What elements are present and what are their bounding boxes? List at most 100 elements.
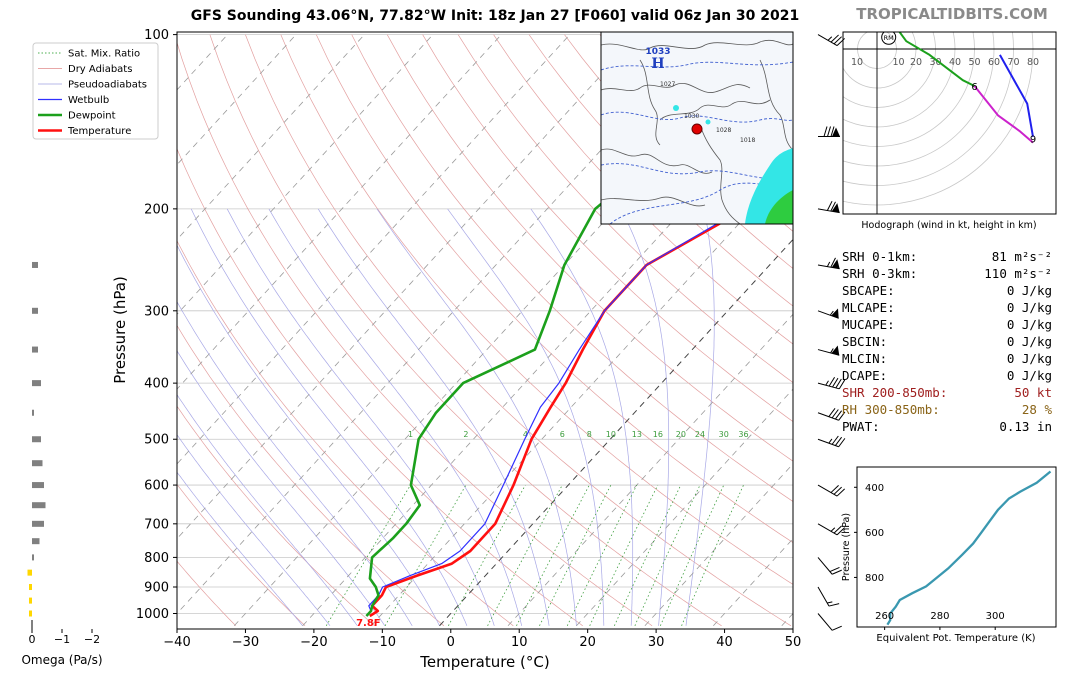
- series-dewpoint: [365, 67, 793, 617]
- x-axis-label: Temperature (°C): [419, 653, 549, 671]
- barb-full: [831, 435, 839, 445]
- dry-adiabat: [422, 34, 793, 422]
- map-coastline: [639, 59, 661, 146]
- omega-tick-label: −1: [54, 633, 70, 646]
- skewt-frame: [176, 31, 794, 630]
- stat-value: 0 J/kg: [1006, 368, 1052, 383]
- barb-full: [828, 603, 840, 607]
- dry-adiabat: [493, 34, 793, 345]
- hodo-content: 10 20 30 40 50 60 70 80 10 123 6 9 RM LM: [843, 0, 1056, 214]
- stat-label: SHR 200-850mb:: [842, 385, 948, 400]
- dry-adiabat: [177, 483, 306, 627]
- stat-label: MLCIN:: [842, 351, 888, 366]
- barb-shaft: [817, 264, 840, 270]
- map-isobar-label: 1028: [716, 127, 731, 134]
- dry-adiabat: [177, 240, 514, 627]
- map-coastline: [659, 99, 771, 121]
- mixing-ratio-line: [614, 484, 682, 626]
- y-tick-label: 600: [144, 479, 169, 494]
- barb-full: [830, 485, 839, 493]
- y-tick-label: 900: [144, 581, 169, 596]
- barb-shaft: [817, 382, 840, 390]
- dry-adiabat: [315, 34, 793, 543]
- wind-barb: [817, 557, 842, 575]
- legend: Sat. Mix. Ratio Dry Adiabats Pseudoadiabat…: [32, 42, 159, 140]
- stat-value: 0 J/kg: [1006, 283, 1052, 298]
- map-high-pressure: 1033: [645, 47, 670, 57]
- omega-bar: [32, 460, 43, 467]
- pseudoadiabat: [530, 208, 634, 626]
- stat-row: SRH 0-1km: 81 m²s⁻²: [842, 248, 1052, 265]
- mixing-ratio-line: [384, 484, 467, 627]
- mixing-ratio-label: 13: [632, 430, 642, 439]
- dry-adiabat: [245, 34, 792, 627]
- pseudoadiabat: [177, 471, 303, 627]
- x-tick-label: 10: [511, 635, 528, 650]
- stat-label: SRH 0-3km:: [842, 266, 918, 281]
- map-frame: [600, 31, 794, 225]
- chart-title: GFS Sounding 43.06°N, 77.82°W Init: 18z …: [190, 8, 800, 24]
- stat-value: 0 J/kg: [1006, 334, 1052, 349]
- mixing-ratio-line: [487, 484, 563, 626]
- dry-adiabat: [177, 147, 583, 627]
- map-high-label: H: [651, 56, 664, 72]
- y-tick-label: 800: [144, 551, 169, 566]
- y-tick-label: 400: [144, 377, 169, 392]
- barb-shaft: [817, 438, 839, 448]
- mixing-ratio-label: 10: [606, 430, 616, 439]
- mixing-ratio-label: 4: [523, 430, 528, 439]
- dry-adiabat: [209, 34, 722, 627]
- legend-label: Wetbulb: [68, 95, 109, 106]
- barb-full: [830, 201, 836, 212]
- hodo-ring-label: 20: [910, 57, 922, 68]
- theta-e-x-tick-label: 260: [875, 611, 894, 622]
- mixing-ratio-label: 1: [408, 430, 413, 439]
- mixing-ratio-line: [660, 484, 725, 626]
- isotherm: [233, 34, 776, 627]
- isotherm: [644, 463, 793, 627]
- mixing-ratio-line: [589, 484, 659, 626]
- map-coastline: [601, 196, 706, 207]
- stats-table: SRH 0-1km: 81 m²s⁻² SRH 0-3km: 110 m²s⁻² SBC…: [842, 248, 1052, 435]
- stat-value: 0 J/kg: [1006, 300, 1052, 315]
- x-tick-label: 40: [716, 635, 733, 650]
- barb-full: [830, 34, 839, 43]
- mixing-ratio-label: 16: [653, 430, 663, 439]
- barb-shaft: [817, 412, 839, 421]
- hodo-rm-label: RM: [884, 34, 894, 42]
- wind-barb: [817, 435, 846, 448]
- pseudoadiabat: [177, 244, 440, 626]
- omega-tick-label: −2: [84, 633, 100, 646]
- hodo-title: Hodograph (wind in kt, height in km): [861, 220, 1036, 231]
- barb-half: [830, 527, 836, 532]
- barb-flag: [831, 345, 840, 356]
- hodo-segment: [881, 0, 895, 10]
- barb-full: [838, 411, 846, 421]
- wind-barb: [817, 484, 845, 497]
- barb-full: [828, 376, 836, 387]
- omega-bar: [32, 307, 38, 314]
- map-location-marker: [691, 123, 703, 135]
- omega-bar: [32, 502, 46, 509]
- barb-half: [828, 438, 833, 444]
- barb-full: [833, 36, 842, 45]
- theta-e-x-tick-label: 300: [986, 611, 1005, 622]
- isotherm: [177, 34, 571, 465]
- dry-adiabat: [528, 34, 793, 307]
- mixing-ratio-line: [634, 484, 701, 626]
- wind-barb: [817, 345, 840, 356]
- omega-bar: [27, 569, 32, 576]
- barb-flag: [831, 203, 840, 213]
- pseudoadiabat: [376, 208, 577, 626]
- theta-e-y-label: Pressure (hPa): [841, 513, 852, 581]
- barb-half: [825, 380, 829, 386]
- stat-label: DCAPE:: [842, 368, 888, 383]
- hodo-ring-label: 70: [1007, 57, 1019, 68]
- map-coastline: [699, 124, 741, 224]
- hodo-height-label: 9: [1030, 135, 1036, 146]
- isotherm: [177, 34, 502, 390]
- dry-adiabat: [177, 560, 236, 627]
- theta-e-line: [886, 470, 1052, 626]
